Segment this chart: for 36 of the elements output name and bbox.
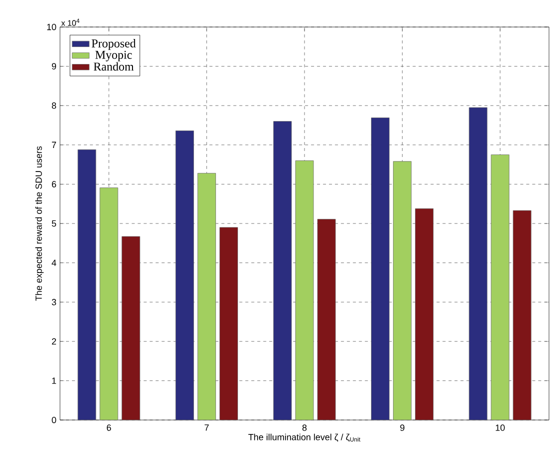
x-tick-label: 8 bbox=[302, 424, 307, 431]
bar bbox=[393, 161, 412, 420]
y-tick-label: 6 bbox=[52, 181, 56, 188]
bar bbox=[490, 154, 510, 420]
bar bbox=[100, 188, 118, 420]
bar bbox=[220, 227, 238, 420]
y-tick-label: 0 bbox=[52, 416, 56, 424]
x-tick-label: 6 bbox=[106, 424, 111, 431]
legend-label: Proposed bbox=[92, 39, 136, 50]
y-tick-label: 8 bbox=[52, 102, 56, 109]
y-tick-label: 9 bbox=[52, 63, 56, 70]
x-tick-label: 7 bbox=[204, 424, 209, 431]
bar bbox=[512, 210, 532, 420]
y-tick-label: 3 bbox=[52, 298, 56, 306]
bar bbox=[198, 172, 216, 420]
y-tick-label: 4 bbox=[52, 260, 56, 266]
bar bbox=[468, 107, 488, 420]
y-tick-label: 2 bbox=[52, 338, 56, 345]
bar bbox=[78, 149, 96, 420]
y-tick-label: 5 bbox=[52, 220, 56, 227]
x-tick-label: 10 bbox=[496, 424, 505, 431]
y-tick-label: 10 bbox=[47, 24, 56, 30]
bar bbox=[273, 121, 292, 420]
y-tick-label: 1 bbox=[52, 378, 56, 384]
bar bbox=[415, 208, 434, 420]
legend-label: Random bbox=[94, 62, 134, 71]
bar bbox=[295, 160, 314, 420]
x-axis-title: The illumination level ζ / ζ$_{Unit}$ bbox=[248, 434, 360, 442]
bar bbox=[371, 118, 390, 420]
bar bbox=[176, 130, 194, 420]
legend-label: Myopic bbox=[95, 50, 132, 62]
y-tick-label: 7 bbox=[52, 142, 56, 148]
bar bbox=[122, 236, 140, 420]
x-tick-label: 9 bbox=[400, 424, 404, 431]
bar bbox=[317, 218, 336, 420]
y-axis-title: The expected reward of the SDU users bbox=[35, 146, 44, 301]
